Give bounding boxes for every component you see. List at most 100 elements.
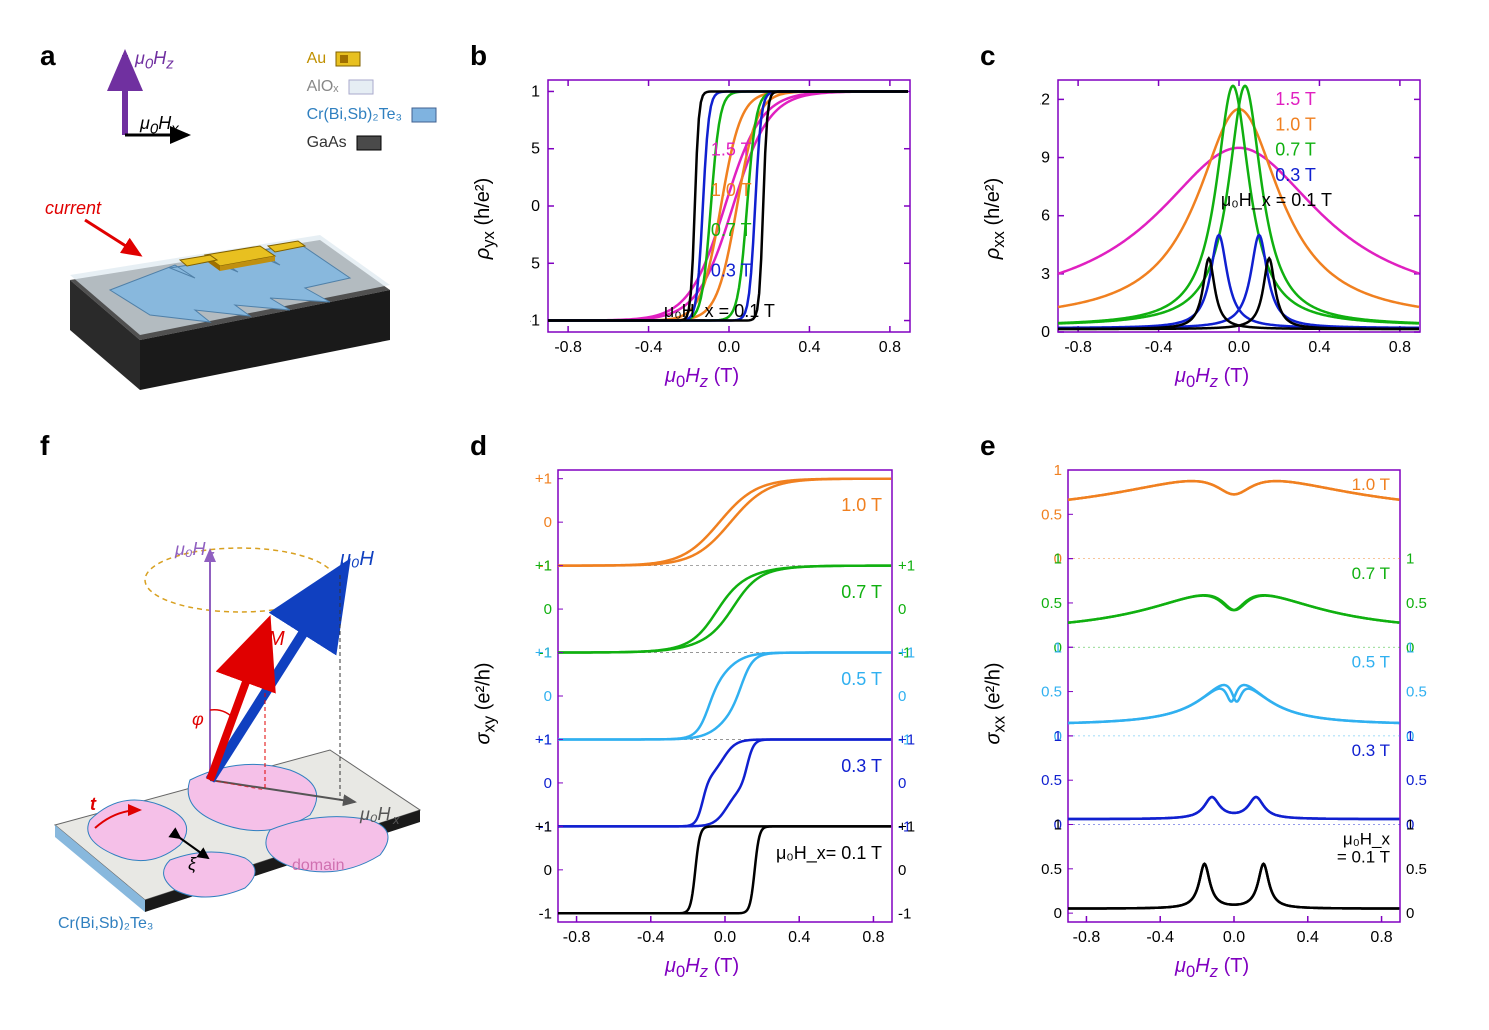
svg-text:-0.5: -0.5 [530, 255, 540, 272]
legend-alox-text: AlOₓ [307, 78, 339, 96]
svg-text:μ₀H_x: μ₀H_x [1343, 830, 1391, 849]
svg-text:1.0 T: 1.0 T [1275, 114, 1316, 134]
svg-text:-0.4: -0.4 [1145, 339, 1173, 356]
svg-text:+1: +1 [898, 731, 915, 748]
panel-d-label: d [470, 430, 487, 462]
panel-e-label: e [980, 430, 996, 462]
svg-text:9: 9 [1041, 150, 1050, 167]
svg-text:μ₀H: μ₀H [174, 539, 206, 559]
svg-text:0: 0 [1406, 905, 1414, 922]
svg-text:0.5 T: 0.5 T [841, 669, 882, 689]
svg-text:1: 1 [1054, 551, 1062, 568]
svg-text:12: 12 [1040, 91, 1050, 108]
svg-text:1: 1 [1406, 728, 1414, 745]
panel-f-schematic: μ₀Hz μ₀H M μ₀Hx φ t ξ domain Cr(Bi,Sb)₂T… [40, 470, 430, 930]
svg-text:x: x [392, 812, 400, 827]
svg-text:0.5: 0.5 [1406, 595, 1427, 612]
panel-a-legend: Au AlOₓ Cr(Bi,Sb)₂Te₃ GaAs [307, 48, 440, 160]
svg-text:0: 0 [531, 198, 540, 215]
svg-text:1: 1 [1406, 817, 1414, 834]
svg-text:0: 0 [898, 688, 906, 705]
svg-text:0.7 T: 0.7 T [1275, 140, 1316, 160]
svg-text:0.5: 0.5 [1041, 861, 1062, 878]
svg-text:0.8: 0.8 [1370, 929, 1392, 946]
svg-text:3: 3 [1041, 266, 1050, 283]
legend-cbst: Cr(Bi,Sb)₂Te₃ [307, 104, 440, 126]
svg-text:0: 0 [898, 775, 906, 792]
svg-text:0.5: 0.5 [1041, 595, 1062, 612]
panel-c-xlabel: μ0Hz (T) [1175, 365, 1249, 392]
svg-text:+1: +1 [535, 471, 552, 488]
svg-text:-1: -1 [530, 313, 540, 330]
svg-text:1: 1 [1054, 728, 1062, 745]
svg-text:0.5: 0.5 [1041, 506, 1062, 523]
svg-text:+1: +1 [535, 558, 552, 575]
svg-text:μ₀H_x= 0.1 T: μ₀H_x= 0.1 T [776, 843, 882, 864]
panel-b-chart: -0.8-0.40.00.40.8-1-0.500.511.5 T1.0 T0.… [530, 70, 920, 360]
panel-c-ylabel: ρxx (h/e²) [982, 178, 1009, 259]
svg-text:0.5: 0.5 [1406, 861, 1427, 878]
svg-text:0: 0 [544, 601, 552, 618]
svg-text:-1: -1 [898, 905, 911, 922]
svg-text:0.7 T: 0.7 T [711, 220, 752, 240]
legend-gaas: GaAs [307, 132, 440, 154]
svg-text:+1: +1 [535, 818, 552, 835]
legend-au-swatch [334, 48, 364, 70]
svg-text:1.5 T: 1.5 T [711, 140, 752, 160]
panel-a: a Au AlOₓ Cr(Bi,Sb)₂Te₃ GaAs [40, 40, 430, 400]
svg-text:0.5: 0.5 [1041, 684, 1062, 701]
panel-d: d σxy (e²/h) -0.8-0.40.00.40.8+10-11.0 T… [470, 430, 940, 990]
panel-e-chart: -0.8-0.40.00.40.810.501.0 T10.500.7 T10.… [1040, 460, 1430, 950]
svg-text:0: 0 [544, 514, 552, 531]
panel-e-xlabel: μ0Hz (T) [1175, 955, 1249, 982]
svg-text:Cr(Bi,Sb)₂Te₃: Cr(Bi,Sb)₂Te₃ [58, 915, 153, 930]
svg-text:0.0: 0.0 [714, 929, 736, 946]
svg-text:0.0: 0.0 [718, 339, 740, 356]
legend-cbst-swatch [410, 104, 440, 126]
svg-text:0.0: 0.0 [1228, 339, 1250, 356]
panel-c-label: c [980, 40, 996, 72]
svg-text:ξ: ξ [188, 854, 197, 874]
svg-text:0.5: 0.5 [1041, 772, 1062, 789]
figure-grid: a Au AlOₓ Cr(Bi,Sb)₂Te₃ GaAs [40, 40, 1449, 990]
svg-text:0.7 T: 0.7 T [841, 582, 882, 602]
svg-text:0.8: 0.8 [1389, 339, 1411, 356]
panel-b-ylabel: ρyx (h/e²) [472, 178, 499, 259]
panel-e-ylabel: σxx (e²/h) [983, 662, 1010, 744]
panel-d-xlabel: μ0Hz (T) [665, 955, 739, 982]
svg-text:0.4: 0.4 [1308, 339, 1330, 356]
svg-text:μ₀H: μ₀H [339, 548, 374, 570]
panel-a-label: a [40, 40, 56, 72]
svg-text:μ₀H_x = 0.1 T: μ₀H_x = 0.1 T [1221, 190, 1332, 211]
svg-text:-0.8: -0.8 [1064, 339, 1092, 356]
svg-text:0.7 T: 0.7 T [1352, 564, 1390, 583]
svg-text:0.0: 0.0 [1223, 929, 1245, 946]
svg-text:-0.8: -0.8 [554, 339, 582, 356]
panel-d-chart: -0.8-0.40.00.40.8+10-11.0 T+10-10.7 T+10… [530, 460, 920, 950]
panel-c: c ρxx (h/e²) -0.8-0.40.00.40.80369121.5 … [980, 40, 1450, 400]
svg-text:0.5: 0.5 [1406, 772, 1427, 789]
svg-text:0.8: 0.8 [879, 339, 901, 356]
svg-text:1: 1 [1054, 462, 1062, 479]
svg-text:-0.4: -0.4 [1146, 929, 1174, 946]
legend-gaas-swatch [355, 132, 385, 154]
svg-text:0.4: 0.4 [788, 929, 810, 946]
svg-text:1: 1 [1406, 639, 1414, 656]
svg-text:μ₀H_x = 0.1 T: μ₀H_x = 0.1 T [664, 301, 775, 322]
svg-text:-1: -1 [539, 905, 552, 922]
svg-text:= 0.1 T: = 0.1 T [1337, 848, 1390, 867]
svg-text:-0.8: -0.8 [563, 929, 591, 946]
svg-text:0.3 T: 0.3 T [711, 261, 752, 281]
svg-text:+1: +1 [898, 645, 915, 662]
svg-text:domain: domain [292, 857, 344, 874]
svg-text:0.5 T: 0.5 T [1352, 652, 1390, 671]
svg-text:0.5: 0.5 [1406, 684, 1427, 701]
svg-text:0.5: 0.5 [530, 141, 540, 158]
svg-text:0: 0 [544, 775, 552, 792]
svg-text:t: t [90, 794, 97, 814]
panel-e: e σxx (e²/h) -0.8-0.40.00.40.810.501.0 T… [980, 430, 1450, 990]
svg-text:0: 0 [1041, 324, 1050, 341]
legend-alox-swatch [347, 76, 377, 98]
svg-text:+1: +1 [898, 558, 915, 575]
svg-text:0.3 T: 0.3 T [1352, 741, 1390, 760]
